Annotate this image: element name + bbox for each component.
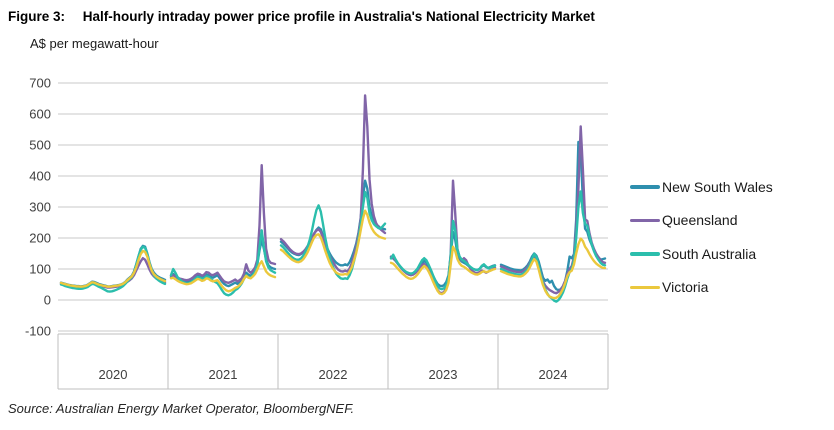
source-note: Source: Australian Energy Market Operato… bbox=[8, 401, 355, 416]
x-axis-year-label: 2020 bbox=[99, 367, 128, 382]
x-axis-year-label: 2021 bbox=[209, 367, 238, 382]
chart-legend: New South Wales Queensland South Australia… bbox=[630, 170, 773, 304]
legend-item-queensland: Queensland bbox=[630, 204, 773, 238]
series-line-queensland-2022 bbox=[279, 94, 387, 273]
legend-label-queensland: Queensland bbox=[662, 212, 738, 229]
x-axis-year-label: 2023 bbox=[429, 367, 458, 382]
x-axis: 2020 2021 2022 2023 2024 bbox=[57, 333, 609, 390]
series-victoria bbox=[59, 209, 607, 300]
y-axis-tick-label: 600 bbox=[29, 107, 51, 122]
y-axis-tick-label: -100 bbox=[25, 324, 51, 339]
series-line-victoria-2024 bbox=[499, 237, 607, 300]
legend-swatch-victoria bbox=[630, 285, 660, 289]
series-line-new-south-wales-2024 bbox=[499, 140, 607, 292]
y-axis-tick-label: 300 bbox=[29, 200, 51, 215]
y-axis-unit-label: A$ per megawatt-hour bbox=[30, 36, 159, 51]
series-line-victoria-2023 bbox=[389, 245, 497, 296]
series-line-south-australia-2024 bbox=[499, 190, 607, 303]
series-line-south-australia-2022 bbox=[279, 190, 387, 281]
figure-number-label: Figure 3: bbox=[8, 9, 66, 24]
series-line-queensland-2024 bbox=[499, 125, 607, 295]
y-axis-tick-labels: 700 600 500 400 300 200 100 0 -100 bbox=[25, 76, 51, 339]
series-line-south-australia-2023 bbox=[389, 219, 497, 291]
series-line-victoria-2020 bbox=[59, 249, 167, 288]
y-axis-tick-label: 0 bbox=[44, 293, 51, 308]
x-axis-year-label: 2022 bbox=[319, 367, 348, 382]
figure-title: Half-hourly intraday power price profile… bbox=[82, 9, 595, 24]
y-axis-tick-label: 500 bbox=[29, 138, 51, 153]
y-axis-tick-label: 100 bbox=[29, 262, 51, 277]
series-queensland bbox=[59, 94, 607, 295]
y-axis-tick-label: 400 bbox=[29, 169, 51, 184]
legend-label-victoria: Victoria bbox=[662, 279, 709, 296]
legend-label-new-south-wales: New South Wales bbox=[662, 178, 773, 195]
legend-swatch-queensland bbox=[630, 218, 660, 222]
legend-item-new-south-wales: New South Wales bbox=[630, 170, 773, 204]
series-line-victoria-2022 bbox=[279, 209, 387, 276]
legend-label-south-australia: South Australia bbox=[662, 245, 757, 262]
legend-swatch-new-south-wales bbox=[630, 185, 660, 189]
legend-swatch-south-australia bbox=[630, 252, 660, 256]
legend-item-victoria: Victoria bbox=[630, 271, 773, 305]
figure-title-row: Figure 3: Half-hourly intraday power pri… bbox=[8, 9, 595, 24]
gridlines bbox=[58, 82, 608, 332]
y-axis-tick-label: 700 bbox=[29, 76, 51, 91]
series-south-australia bbox=[59, 190, 607, 303]
y-axis-tick-label: 200 bbox=[29, 231, 51, 246]
x-axis-year-label: 2024 bbox=[539, 367, 568, 382]
legend-item-south-australia: South Australia bbox=[630, 237, 773, 271]
series-line-victoria-2021 bbox=[169, 260, 277, 293]
